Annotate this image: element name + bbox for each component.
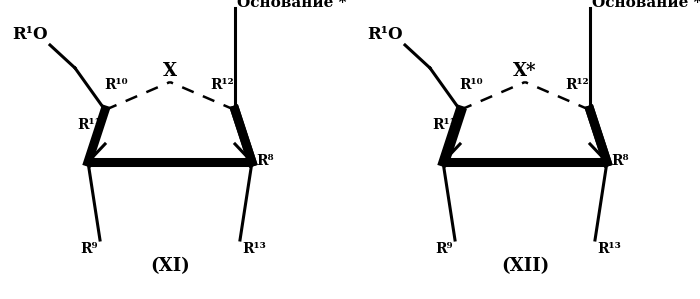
Text: (XI): (XI) [150, 257, 190, 275]
Text: R⁹: R⁹ [80, 242, 98, 256]
Text: R¹³: R¹³ [242, 242, 266, 256]
Text: X: X [163, 62, 177, 80]
Text: R¹⁰: R¹⁰ [104, 78, 128, 92]
Text: R⁸: R⁸ [611, 154, 629, 168]
Text: R¹³: R¹³ [597, 242, 621, 256]
Text: R⁸: R⁸ [256, 154, 274, 168]
Text: R¹²: R¹² [565, 78, 589, 92]
Text: R¹O: R¹O [13, 26, 48, 43]
Text: R⁹: R⁹ [435, 242, 453, 256]
Text: R¹¹: R¹¹ [77, 118, 101, 132]
Text: Основание *: Основание * [237, 0, 346, 10]
Text: R¹O: R¹O [368, 26, 403, 43]
Text: X*: X* [513, 62, 537, 80]
Text: R¹⁰: R¹⁰ [459, 78, 483, 92]
Text: Основание *: Основание * [592, 0, 700, 10]
Text: (XII): (XII) [501, 257, 549, 275]
Text: R¹²: R¹² [210, 78, 234, 92]
Text: R¹¹: R¹¹ [433, 118, 456, 132]
